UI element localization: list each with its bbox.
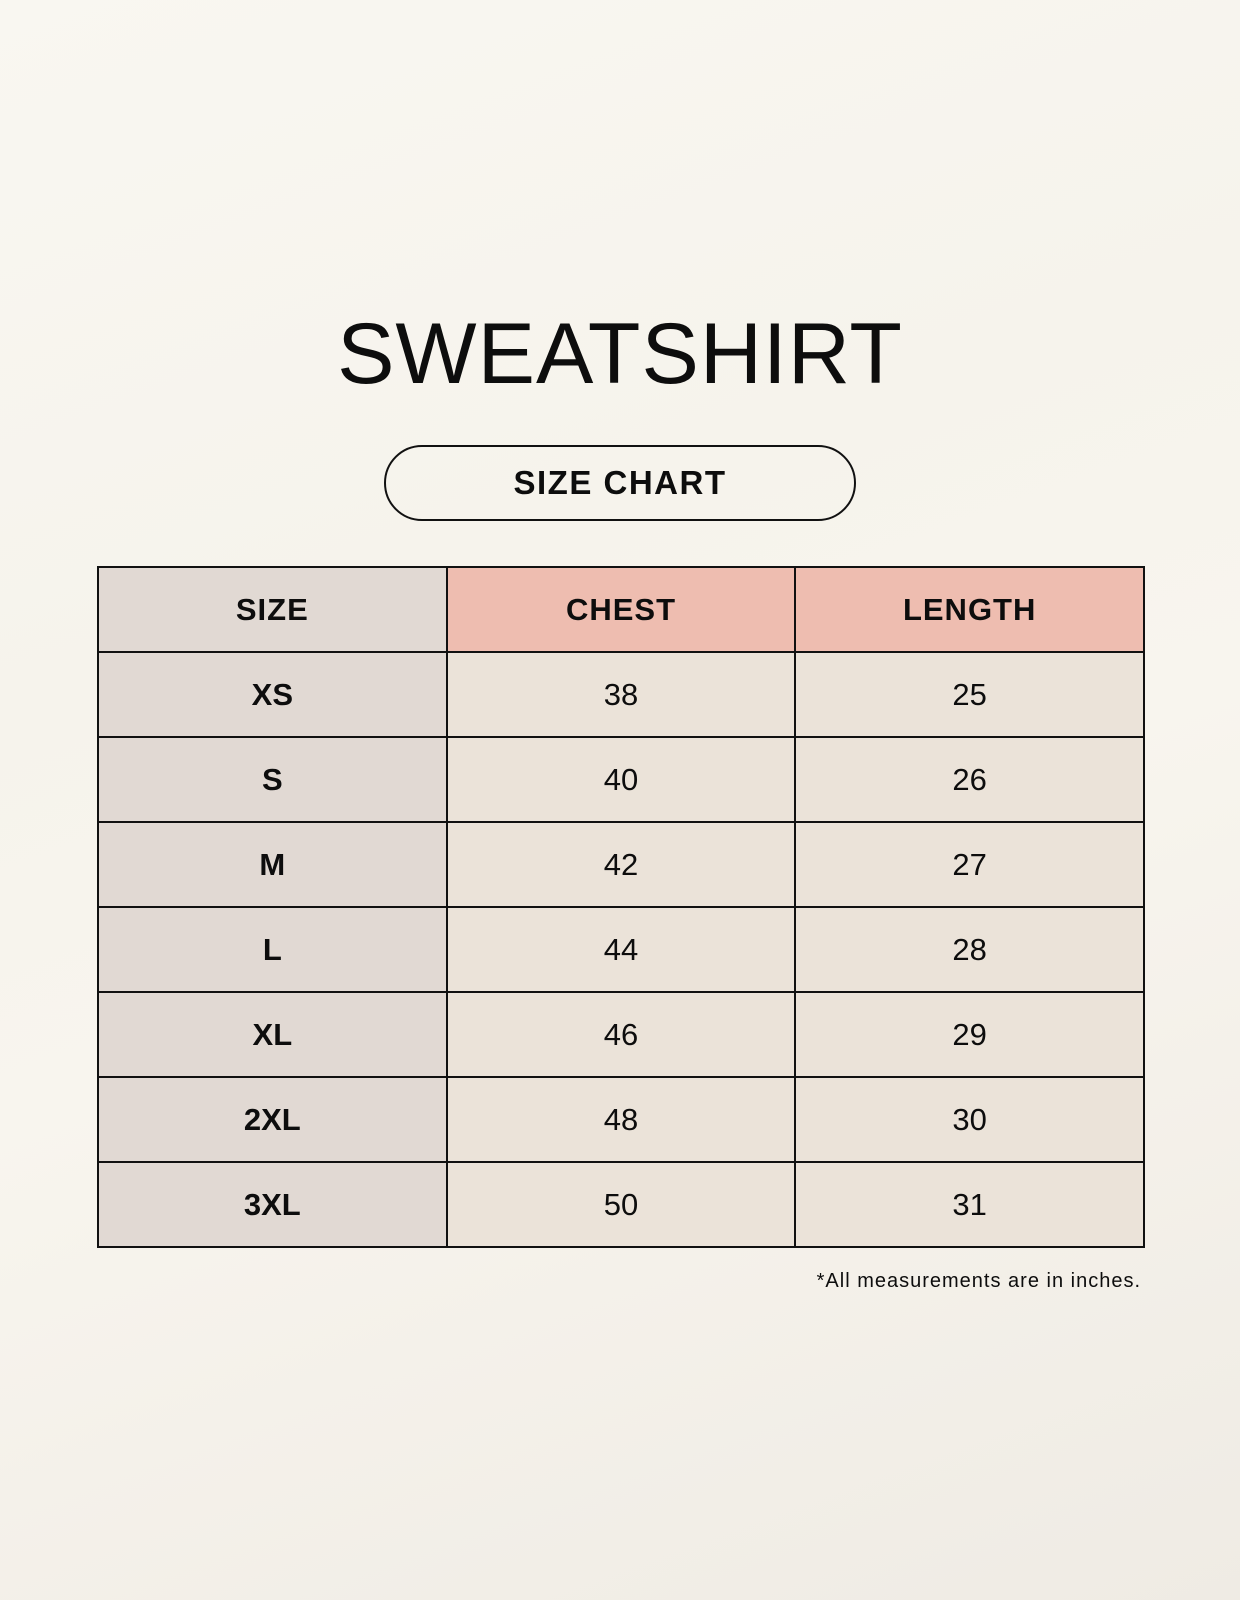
header-length: LENGTH — [794, 566, 1145, 653]
header-size: SIZE — [97, 566, 448, 653]
cell-size: L — [97, 906, 448, 993]
cell-chest: 44 — [445, 906, 797, 993]
cell-chest: 40 — [445, 736, 797, 823]
cell-length: 26 — [794, 736, 1145, 823]
cell-length: 29 — [794, 991, 1145, 1078]
cell-size: XS — [97, 651, 448, 738]
cell-chest: 48 — [445, 1076, 797, 1163]
cell-length: 28 — [794, 906, 1145, 993]
footnote: *All measurements are in inches. — [816, 1270, 1141, 1292]
cell-length: 31 — [794, 1161, 1145, 1248]
cell-size: 3XL — [97, 1161, 448, 1248]
table-row: XL 46 29 — [97, 991, 1145, 1078]
cell-size: 2XL — [97, 1076, 448, 1163]
cell-chest: 50 — [445, 1161, 797, 1248]
cell-size: S — [97, 736, 448, 823]
table-row: XS 38 25 — [97, 651, 1145, 738]
table-row: M 42 27 — [97, 821, 1145, 908]
table-row: S 40 26 — [97, 736, 1145, 823]
size-table: SIZE CHEST LENGTH XS 38 25 S 40 26 M 42 27 L 44 28 X… — [97, 566, 1145, 1248]
cell-size: M — [97, 821, 448, 908]
header-chest: CHEST — [445, 566, 797, 653]
table-row: 3XL 50 31 — [97, 1161, 1145, 1248]
cell-chest: 46 — [445, 991, 797, 1078]
cell-size: XL — [97, 991, 448, 1078]
cell-length: 25 — [794, 651, 1145, 738]
table-row: 2XL 48 30 — [97, 1076, 1145, 1163]
table-header-row: SIZE CHEST LENGTH — [97, 566, 1145, 653]
cell-length: 30 — [794, 1076, 1145, 1163]
cell-chest: 42 — [445, 821, 797, 908]
page-title: SWEATSHIRT — [337, 306, 903, 402]
table-row: L 44 28 — [97, 906, 1145, 993]
cell-chest: 38 — [445, 651, 797, 738]
cell-length: 27 — [794, 821, 1145, 908]
size-chart-badge: SIZE CHART — [384, 445, 856, 521]
